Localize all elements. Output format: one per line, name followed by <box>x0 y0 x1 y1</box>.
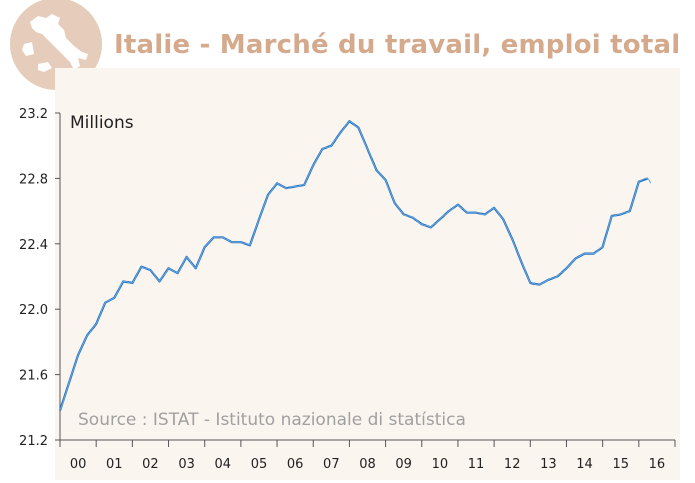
chart-title: Italie - Marché du travail, emploi total <box>114 30 681 60</box>
y-tick-label: 22.4 <box>19 238 48 253</box>
x-tick-label: 09 <box>395 457 412 472</box>
x-tick-label: 01 <box>106 457 123 472</box>
plot-background <box>55 68 680 480</box>
x-tick-label: 02 <box>142 457 159 472</box>
source-note: Source : ISTAT - Istituto nazionale di s… <box>78 410 466 430</box>
y-tick-label: 21.2 <box>19 434 48 449</box>
axes <box>55 112 676 447</box>
x-tick-label: 12 <box>504 457 521 472</box>
x-tick-labels: 00 01 02 03 04 05 06 07 08 09 10 11 12 13 14 15 16 <box>70 457 665 472</box>
series-layer <box>58 120 652 411</box>
x-tick-label: 11 <box>468 457 485 472</box>
series-line-monthly <box>59 120 652 411</box>
x-tick-label: 03 <box>178 457 195 472</box>
y-tick-label: 23.2 <box>19 107 48 122</box>
x-tick-label: 07 <box>323 457 340 472</box>
y-tick-label: 22.8 <box>19 172 48 187</box>
y-tick-label: 22.0 <box>19 303 48 318</box>
x-tick-label: 00 <box>70 457 87 472</box>
x-tick-label: 10 <box>432 457 449 472</box>
x-tick-label: 08 <box>359 457 376 472</box>
x-tick-label: 14 <box>576 457 593 472</box>
x-tick-label: 06 <box>287 457 304 472</box>
italy-map-logo <box>10 0 102 90</box>
y-unit-label: Millions <box>70 113 134 133</box>
x-tick-label: 15 <box>612 457 629 472</box>
header: Italie - Marché du travail, emploi total <box>0 0 695 90</box>
x-tick-label: 13 <box>540 457 557 472</box>
x-tick-label: 16 <box>649 457 666 472</box>
x-tick-label: 05 <box>251 457 268 472</box>
y-tick-label: 21.6 <box>19 369 48 384</box>
x-tick-label: 04 <box>215 457 232 472</box>
y-tick-labels: 21.2 21.6 22.0 22.4 22.8 23.2 <box>19 107 48 449</box>
